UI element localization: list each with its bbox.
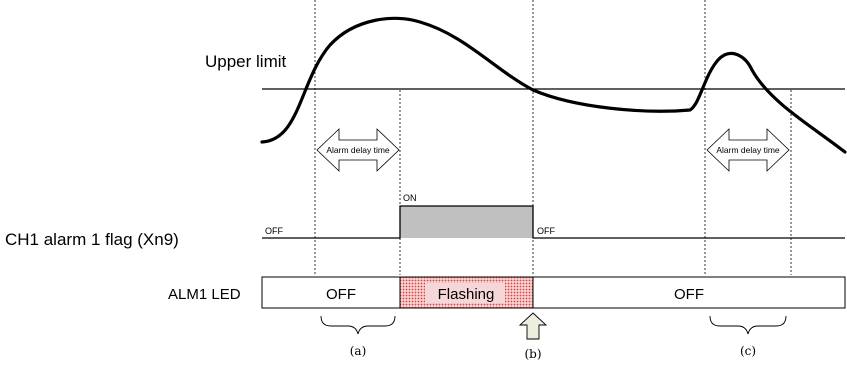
led-flashing-label: Flashing bbox=[438, 286, 495, 303]
led-flashing-text-bg bbox=[425, 283, 505, 303]
led-bar bbox=[261, 276, 846, 309]
flag-off-after-label: OFF bbox=[537, 226, 555, 236]
alarm-delay-label-right: Alarm delay time bbox=[716, 145, 780, 155]
flag-signal-line bbox=[262, 205, 845, 239]
brace-a bbox=[320, 315, 396, 335]
marker-b-label: (b) bbox=[524, 347, 541, 361]
flag-on-label: ON bbox=[403, 193, 417, 203]
measured-value-curve bbox=[260, 16, 847, 154]
brace-c bbox=[709, 315, 787, 335]
flag-off-before-label: OFF bbox=[265, 226, 283, 236]
flag-on-region bbox=[400, 206, 533, 238]
marker-a-label: (a) bbox=[350, 344, 367, 358]
alarm-delay-label-left: Alarm delay time bbox=[326, 145, 390, 155]
up-arrow-icon bbox=[518, 312, 548, 340]
marker-c-label: (c) bbox=[740, 344, 756, 358]
led-off-right-label: OFF bbox=[674, 286, 704, 303]
double-headed-arrow-icon bbox=[316, 128, 400, 172]
led-off-left-label: OFF bbox=[326, 286, 356, 303]
flag-name-label: CH1 alarm 1 flag (Xn9) bbox=[5, 230, 179, 249]
led-name-label: ALM1 LED bbox=[168, 286, 241, 303]
double-headed-arrow-icon bbox=[706, 128, 790, 172]
upper-limit-label: Upper limit bbox=[205, 52, 287, 71]
alarm-delay-arrow-right: Alarm delay time bbox=[706, 128, 790, 172]
alarm-delay-arrow-left: Alarm delay time bbox=[316, 128, 400, 172]
